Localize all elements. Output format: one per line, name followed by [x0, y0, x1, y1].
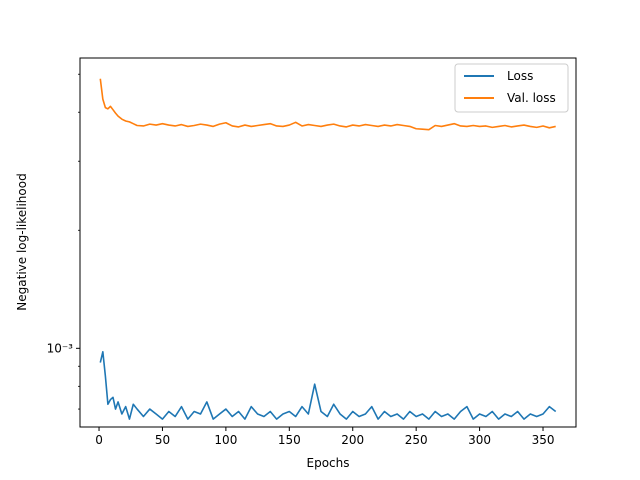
x-tick-label: 100 — [214, 433, 237, 447]
y-tick-label: 10⁻³ — [47, 341, 74, 355]
legend-label-val-loss: Val. loss — [507, 91, 556, 105]
legend: Loss Val. loss — [454, 63, 569, 113]
axes-frame — [79, 57, 577, 428]
x-tick-label: 150 — [278, 433, 301, 447]
x-tick-label: 200 — [341, 433, 364, 447]
plot-area: 0 50 100 150 200 250 300 350 10⁻³ — [47, 57, 577, 447]
x-tick-label: 350 — [532, 433, 555, 447]
x-tick-label: 50 — [155, 433, 170, 447]
x-axis-label: Epochs — [307, 456, 350, 470]
series-layer — [99, 78, 557, 420]
series-line-val-loss — [99, 78, 556, 131]
x-tick-label: 0 — [95, 433, 103, 447]
y-axis-label: Negative log-likelihood — [15, 173, 29, 310]
x-tick-label: 250 — [405, 433, 428, 447]
y-axis-ticks: 10⁻³ — [47, 73, 80, 410]
x-tick-label: 300 — [468, 433, 491, 447]
series-line-loss — [99, 350, 557, 420]
legend-label-loss: Loss — [507, 69, 533, 83]
x-axis-ticks: 0 50 100 150 200 250 300 350 — [95, 427, 554, 447]
